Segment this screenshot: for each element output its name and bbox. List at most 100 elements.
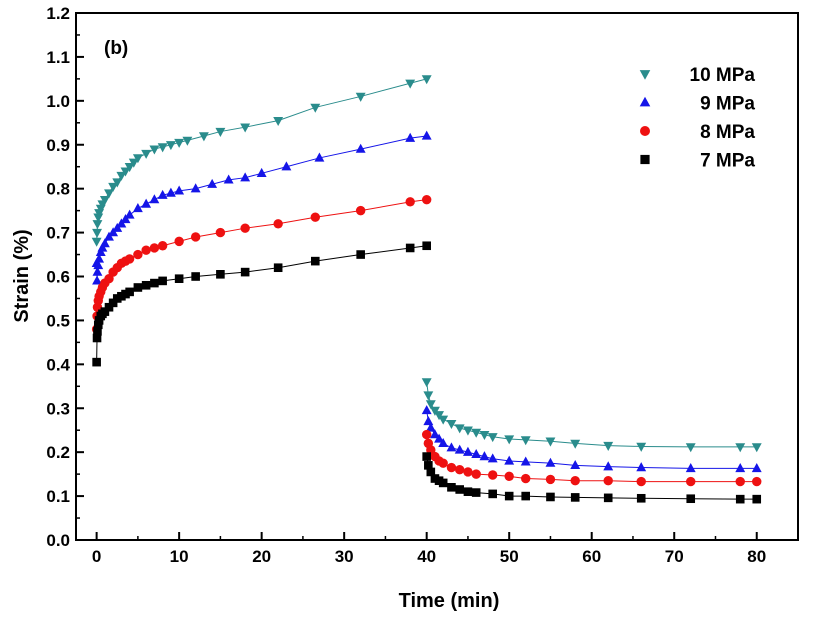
9-mpa-loading-point <box>223 174 234 184</box>
y-tick-label: 0.0 <box>46 531 70 550</box>
y-tick-label: 0.9 <box>46 136 70 155</box>
10-mpa-loading-point <box>355 92 366 102</box>
y-tick-label: 0.8 <box>46 180 70 199</box>
10-mpa-loading-point <box>128 158 139 168</box>
7-mpa-loading-point <box>191 272 200 281</box>
9-mpa-loading-point <box>92 275 102 285</box>
7-mpa-unloading-point <box>752 494 762 504</box>
7-mpa-loading-point <box>158 276 167 286</box>
7-mpa-loading-point <box>93 320 103 330</box>
legend: 10 MPa 9 MPa 8 MPa 7 MPa <box>639 65 755 172</box>
9-mpa-unloading-point <box>520 456 531 466</box>
7-mpa-unloading-point <box>488 489 497 499</box>
7-mpa-loading-point <box>94 316 104 325</box>
x-tick-label: 60 <box>582 547 601 566</box>
8-mpa-loading-point <box>157 241 168 251</box>
10-mpa-unloading-point <box>423 391 434 401</box>
9-mpa-unloading-fit-line <box>426 410 757 469</box>
9-mpa-unloading-point <box>504 455 515 465</box>
x-tick-label: 0 <box>92 547 101 566</box>
10-mpa-unloading-point <box>545 437 556 447</box>
8-mpa-loading-point <box>273 219 283 229</box>
8-mpa-unloading-point <box>752 476 762 487</box>
9-mpa-unloading-point <box>421 405 432 415</box>
7-mpa-unloading-point <box>686 494 696 504</box>
9-mpa-loading-point <box>157 189 168 199</box>
9-mpa-loading-point <box>314 152 325 162</box>
10-mpa-loading-point <box>124 163 135 173</box>
legend-label-7-mpa: 7 MPa <box>700 151 755 172</box>
9-mpa-unloading-point <box>479 451 490 461</box>
9-mpa-loading-point <box>281 161 292 171</box>
7-mpa-loading-point <box>92 333 102 343</box>
x-tick-label: 70 <box>665 547 684 566</box>
10-mpa-unloading-point <box>425 400 436 410</box>
7-mpa-unloading-point <box>471 488 481 497</box>
9-mpa-unloading-point <box>487 453 498 463</box>
10-mpa-unloading-point <box>438 415 449 425</box>
10-mpa-unloading-point <box>479 430 490 440</box>
9-mpa-loading-point <box>421 130 432 140</box>
9-mpa-loading-point <box>355 143 366 153</box>
10-mpa-unloading-point <box>487 433 498 443</box>
8-mpa-loading-point <box>124 254 135 264</box>
7-mpa-loading-point <box>240 267 250 277</box>
x-tick-label: 50 <box>500 547 519 566</box>
8-mpa-loading-point <box>405 197 415 207</box>
10-mpa-unloading-point <box>462 426 473 436</box>
10-mpa-unloading-point <box>421 378 432 388</box>
8-mpa-unloading-point <box>521 473 531 484</box>
9-mpa-loading-point <box>149 194 160 204</box>
10-mpa-loading-point <box>120 167 131 177</box>
8-mpa-unloading-point <box>570 476 580 486</box>
legend-marker-9-mpa <box>639 96 651 107</box>
7-mpa-unloading-point <box>447 483 456 492</box>
10-mpa-loading-point <box>108 182 119 192</box>
8-mpa-loading-point <box>215 227 226 238</box>
9-mpa-loading-point <box>256 167 267 177</box>
y-tick-label: 0.4 <box>46 355 70 374</box>
7-mpa-loading-point <box>356 250 365 259</box>
x-tick-label: 30 <box>335 547 354 566</box>
8-mpa-loading-point <box>355 205 366 216</box>
legend-label-8-mpa: 8 MPa <box>700 122 755 143</box>
y-tick-label: 1.2 <box>46 4 70 23</box>
8-mpa-unloading-point <box>438 458 448 468</box>
10-mpa-loading-point <box>198 132 209 142</box>
7-mpa-unloading-point <box>504 491 514 501</box>
7-mpa-loading-point <box>422 241 431 251</box>
7-mpa-unloading-point <box>463 487 473 496</box>
y-tick-label: 0.3 <box>46 399 70 418</box>
7-mpa-unloading-point <box>735 494 745 504</box>
7-mpa-unloading-point <box>424 461 433 470</box>
8-mpa-unloading-point <box>504 471 514 482</box>
x-tick-label: 40 <box>417 547 436 566</box>
9-mpa-unloading-point <box>462 446 473 456</box>
7-mpa-loading-point <box>100 307 110 316</box>
8-mpa-unloading-point <box>454 465 465 475</box>
10-mpa-loading-point <box>112 178 123 188</box>
legend-marker-10-mpa <box>639 70 651 80</box>
9-mpa-loading-point <box>94 253 105 263</box>
series-7-mpa <box>92 241 762 504</box>
10-mpa-loading-point <box>149 145 160 155</box>
10-mpa-unloading-point <box>570 439 581 449</box>
series-9-mpa <box>91 130 762 473</box>
x-tick-label: 80 <box>747 547 766 566</box>
8-mpa-unloading-point <box>471 469 481 479</box>
series-10-mpa <box>91 75 762 453</box>
7-mpa-loading-point <box>141 280 151 290</box>
8-mpa-loading-point <box>310 212 320 222</box>
8-mpa-unloading-point <box>446 462 457 473</box>
7-mpa-loading-point <box>133 283 143 292</box>
10-mpa-loading-point <box>182 136 193 146</box>
10-mpa-unloading-point <box>685 443 696 453</box>
8-mpa-loading-point <box>421 194 432 205</box>
10-mpa-unloading-point <box>504 435 515 445</box>
7-mpa-loading-point <box>174 274 184 283</box>
10-mpa-unloading-point <box>454 424 465 434</box>
8-mpa-loading-point <box>133 249 143 260</box>
8-mpa-loading-fit-line <box>96 199 427 330</box>
8-mpa-loading-point <box>190 232 201 242</box>
